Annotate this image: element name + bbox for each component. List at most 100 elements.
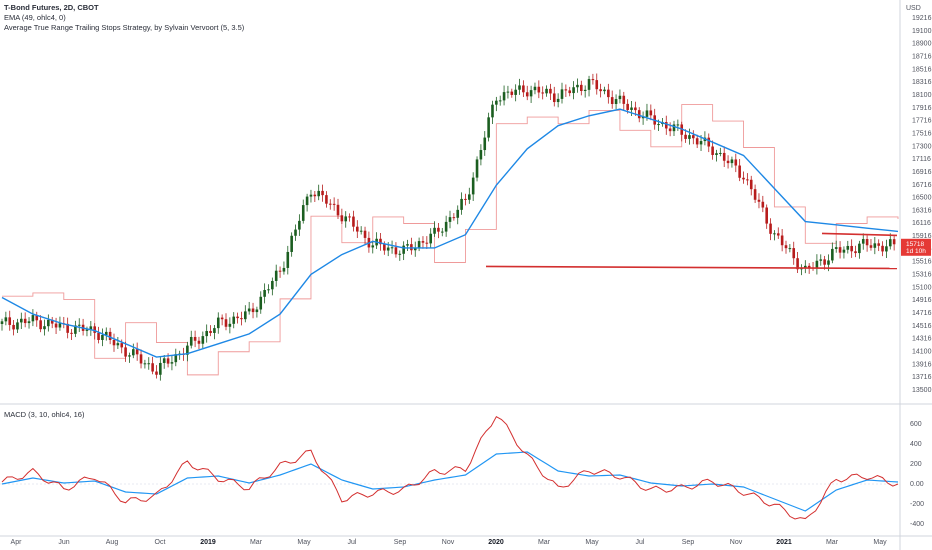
candle-body: [576, 84, 579, 88]
candle-body: [43, 326, 46, 330]
candle-body: [529, 90, 533, 97]
candle-body: [537, 86, 541, 93]
candle-body: [773, 233, 776, 235]
candle-body: [104, 331, 108, 335]
candle-body: [506, 91, 510, 93]
candle-body: [20, 318, 23, 323]
macd-legend[interactable]: MACD (3, 10, ohlc4, 16): [4, 410, 85, 419]
price-tick-label: 17300: [912, 143, 932, 150]
candle-body: [101, 334, 104, 340]
candle-body: [468, 194, 471, 200]
candle-body: [552, 93, 556, 103]
candle-body: [247, 308, 251, 312]
candle-body: [510, 91, 514, 95]
candle-body: [97, 332, 100, 340]
candle-body: [483, 137, 487, 151]
candle-body: [398, 253, 402, 255]
candle-body: [410, 244, 413, 251]
price-tick-label: 13500: [912, 387, 932, 394]
candle-body: [549, 88, 552, 94]
candle-body: [831, 248, 834, 261]
candle-body: [282, 267, 286, 272]
candle-body: [31, 315, 35, 322]
candle-body: [301, 205, 305, 221]
price-tick-label: 14100: [912, 349, 932, 356]
candle-body: [197, 340, 201, 344]
candle-body: [108, 331, 112, 340]
candle-body: [892, 239, 896, 245]
candle-body: [421, 241, 425, 243]
candle-body: [205, 330, 208, 337]
candle-body: [151, 363, 154, 372]
resistance-trendline[interactable]: [821, 232, 898, 237]
candle-body: [437, 227, 440, 232]
candle-body: [298, 220, 301, 230]
candle-body: [170, 362, 174, 364]
candle-body: [776, 233, 780, 236]
candle-body: [54, 323, 58, 328]
ema-legend[interactable]: EMA (49, ohlc4, 0): [4, 13, 66, 22]
candle-body: [885, 246, 888, 252]
candle-body: [460, 198, 463, 210]
candle-body: [386, 247, 390, 251]
candle-body: [757, 199, 761, 202]
candle-body: [89, 326, 93, 330]
last-price-value: 15718: [906, 241, 924, 248]
price-tick-label: 17516: [912, 130, 932, 137]
candle-body: [676, 124, 680, 126]
atr-legend[interactable]: Average True Range Trailing Stops Strate…: [4, 23, 245, 32]
candle-body: [637, 110, 641, 119]
candle-body: [475, 159, 479, 178]
support-trendline[interactable]: [485, 265, 898, 270]
candle-body: [819, 259, 823, 261]
candle-body: [267, 289, 270, 291]
candle-body: [479, 150, 483, 160]
candle-body: [12, 324, 15, 330]
candle-body: [147, 363, 151, 365]
macd-tick-label: 0.00: [910, 481, 924, 488]
candle-body: [159, 362, 162, 375]
candle-body: [842, 249, 846, 253]
candle-body: [58, 323, 62, 328]
price-tick-label: 19216: [912, 15, 932, 22]
candle-body: [116, 343, 120, 346]
candle-body: [209, 330, 212, 333]
candle-body: [545, 88, 548, 94]
candle-body: [599, 89, 602, 92]
candle-body: [139, 354, 143, 364]
candle-body: [610, 97, 614, 104]
macd-signal-line: [1, 451, 899, 512]
candle-body: [630, 107, 633, 110]
candle-body: [734, 159, 738, 166]
time-tick-label: Jul: [348, 539, 357, 546]
candle-body: [120, 343, 124, 348]
candle-body: [50, 319, 54, 324]
time-tick-label: Jul: [636, 539, 645, 546]
symbol-legend[interactable]: T-Bond Futures, 2D, CBOT: [4, 3, 99, 12]
candle-body: [796, 258, 799, 270]
candle-body: [135, 349, 139, 355]
candle-body: [317, 190, 320, 197]
candle-body: [668, 128, 672, 132]
candle-body: [719, 152, 722, 154]
candle-body: [838, 247, 842, 253]
candle-body: [379, 238, 382, 245]
time-tick-label: Sep: [682, 539, 695, 546]
candle-body: [622, 95, 626, 104]
price-tick-label: 15100: [912, 284, 932, 291]
price-tick-label: 16116: [912, 220, 931, 227]
candle-body: [417, 241, 421, 248]
time-tick-label: Mar: [250, 539, 263, 546]
candle-body: [707, 137, 711, 147]
price-tick-label: 16716: [912, 182, 932, 189]
candle-body: [255, 309, 259, 313]
time-tick-label: Nov: [730, 539, 743, 546]
price-tick-label: 15316: [912, 272, 932, 279]
candle-body: [749, 179, 753, 190]
time-tick-label: Oct: [155, 539, 166, 546]
candle-body: [881, 245, 884, 252]
candle-body: [742, 177, 745, 180]
candle-body: [614, 99, 618, 104]
candle-body: [877, 243, 880, 246]
